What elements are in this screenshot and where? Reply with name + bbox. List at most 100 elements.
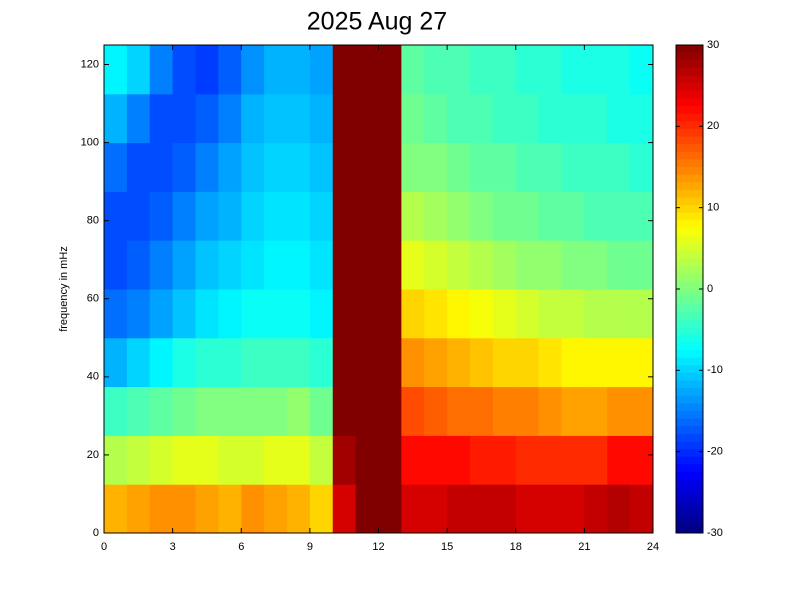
heatmap-cell <box>172 93 196 144</box>
heatmap-cell <box>378 435 402 485</box>
heatmap-cell <box>126 191 151 241</box>
heatmap-cell <box>218 240 242 290</box>
heatmap-cell <box>447 191 471 241</box>
heatmap-cell <box>104 435 128 485</box>
chart-title: 2025 Aug 27 <box>307 8 447 36</box>
heatmap-cell <box>309 191 334 241</box>
heatmap-cell <box>149 93 174 144</box>
heatmap-cell <box>492 337 517 388</box>
heatmap-cell <box>515 435 540 485</box>
heatmap-cell <box>126 142 151 192</box>
heatmap-cell <box>332 240 357 290</box>
colorbar-swatch <box>676 45 703 54</box>
heatmap-cell <box>492 484 517 534</box>
colorbar-swatch <box>676 258 703 267</box>
colorbar-swatch <box>676 167 703 176</box>
heatmap-cell <box>218 435 242 485</box>
heatmap-cell <box>332 93 357 144</box>
colorbar-swatch <box>676 350 703 359</box>
colorbar-swatch <box>676 449 703 458</box>
heatmap-cell <box>309 386 334 436</box>
heatmap-cell <box>309 93 334 144</box>
heatmap-cell <box>470 240 494 290</box>
heatmap-cell <box>515 142 540 192</box>
heatmap-cell <box>149 45 174 95</box>
colorbar-swatch <box>676 67 703 76</box>
heatmap-cell <box>287 337 311 388</box>
y-tick-label: 20 <box>87 449 99 461</box>
heatmap-cell <box>561 337 585 388</box>
colorbar-swatch <box>676 334 703 343</box>
heatmap-cell <box>172 386 196 436</box>
colorbar-swatch <box>676 510 703 519</box>
heatmap-cell <box>149 142 174 192</box>
heatmap-cell <box>424 191 448 241</box>
heatmap-cell <box>355 45 379 95</box>
colorbar-swatch <box>676 90 703 99</box>
heatmap-cell <box>424 45 448 95</box>
heatmap-cell <box>172 484 196 534</box>
heatmap-cell <box>104 386 128 436</box>
colorbar-swatch <box>676 159 703 168</box>
x-tick-label: 21 <box>578 541 590 553</box>
colorbar-swatch <box>676 182 703 191</box>
heatmap-cell <box>172 240 196 290</box>
y-tick-label: 120 <box>81 58 99 70</box>
heatmap-cell <box>241 484 265 534</box>
colorbar-tick-label: 10 <box>707 202 719 214</box>
heatmap-cell <box>561 191 585 241</box>
heatmap-cell <box>126 386 151 436</box>
heatmap-cell <box>104 45 128 95</box>
heatmap-cell <box>264 386 288 436</box>
heatmap-cell <box>401 289 425 339</box>
x-tick-label: 0 <box>101 541 107 553</box>
heatmap-cell <box>195 386 219 436</box>
colorbar-swatch <box>676 228 703 237</box>
heatmap-cell <box>401 93 425 144</box>
heatmap-cell <box>515 289 540 339</box>
y-tick-label: 0 <box>93 527 99 539</box>
heatmap-cell <box>607 289 631 339</box>
heatmap-cell <box>401 240 425 290</box>
heatmap-cell <box>561 289 585 339</box>
colorbar-tick-label: -10 <box>707 364 723 376</box>
heatmap-cell <box>515 240 540 290</box>
heatmap-cell <box>424 93 448 144</box>
heatmap-cell <box>287 191 311 241</box>
heatmap-cell <box>241 45 265 95</box>
heatmap-cell <box>538 337 562 388</box>
heatmap-cell <box>447 240 471 290</box>
colorbar-swatch <box>676 319 703 328</box>
heatmap-cell <box>630 93 654 144</box>
heatmap-cell <box>630 142 654 192</box>
heatmap-cell <box>195 240 219 290</box>
heatmap-cell <box>241 142 265 192</box>
heatmap-cell <box>126 435 151 485</box>
heatmap-cell <box>378 240 402 290</box>
colorbar-swatch <box>676 433 703 442</box>
heatmap-cell <box>195 435 219 485</box>
colorbar-swatch <box>676 311 703 320</box>
heatmap-cell <box>424 142 448 192</box>
heatmap-cell <box>195 337 219 388</box>
heatmap-cell <box>492 240 517 290</box>
heatmap-cell <box>515 93 540 144</box>
heatmap-cell <box>332 289 357 339</box>
heatmap-cell <box>149 240 174 290</box>
heatmap-cell <box>470 142 494 192</box>
heatmap-cell <box>378 142 402 192</box>
colorbar <box>676 45 703 534</box>
heatmap-cell <box>332 386 357 436</box>
heatmap-cell <box>447 45 471 95</box>
heatmap-cell <box>607 435 631 485</box>
heatmap-cell <box>287 386 311 436</box>
heatmap-cell <box>172 45 196 95</box>
heatmap-cell <box>241 240 265 290</box>
heatmap-cell <box>126 289 151 339</box>
colorbar-swatch <box>676 494 703 503</box>
colorbar-swatch <box>676 235 703 244</box>
heatmap-cell <box>172 337 196 388</box>
heatmap-cell <box>332 484 357 534</box>
heatmap-cell <box>515 45 540 95</box>
colorbar-swatch <box>676 128 703 137</box>
